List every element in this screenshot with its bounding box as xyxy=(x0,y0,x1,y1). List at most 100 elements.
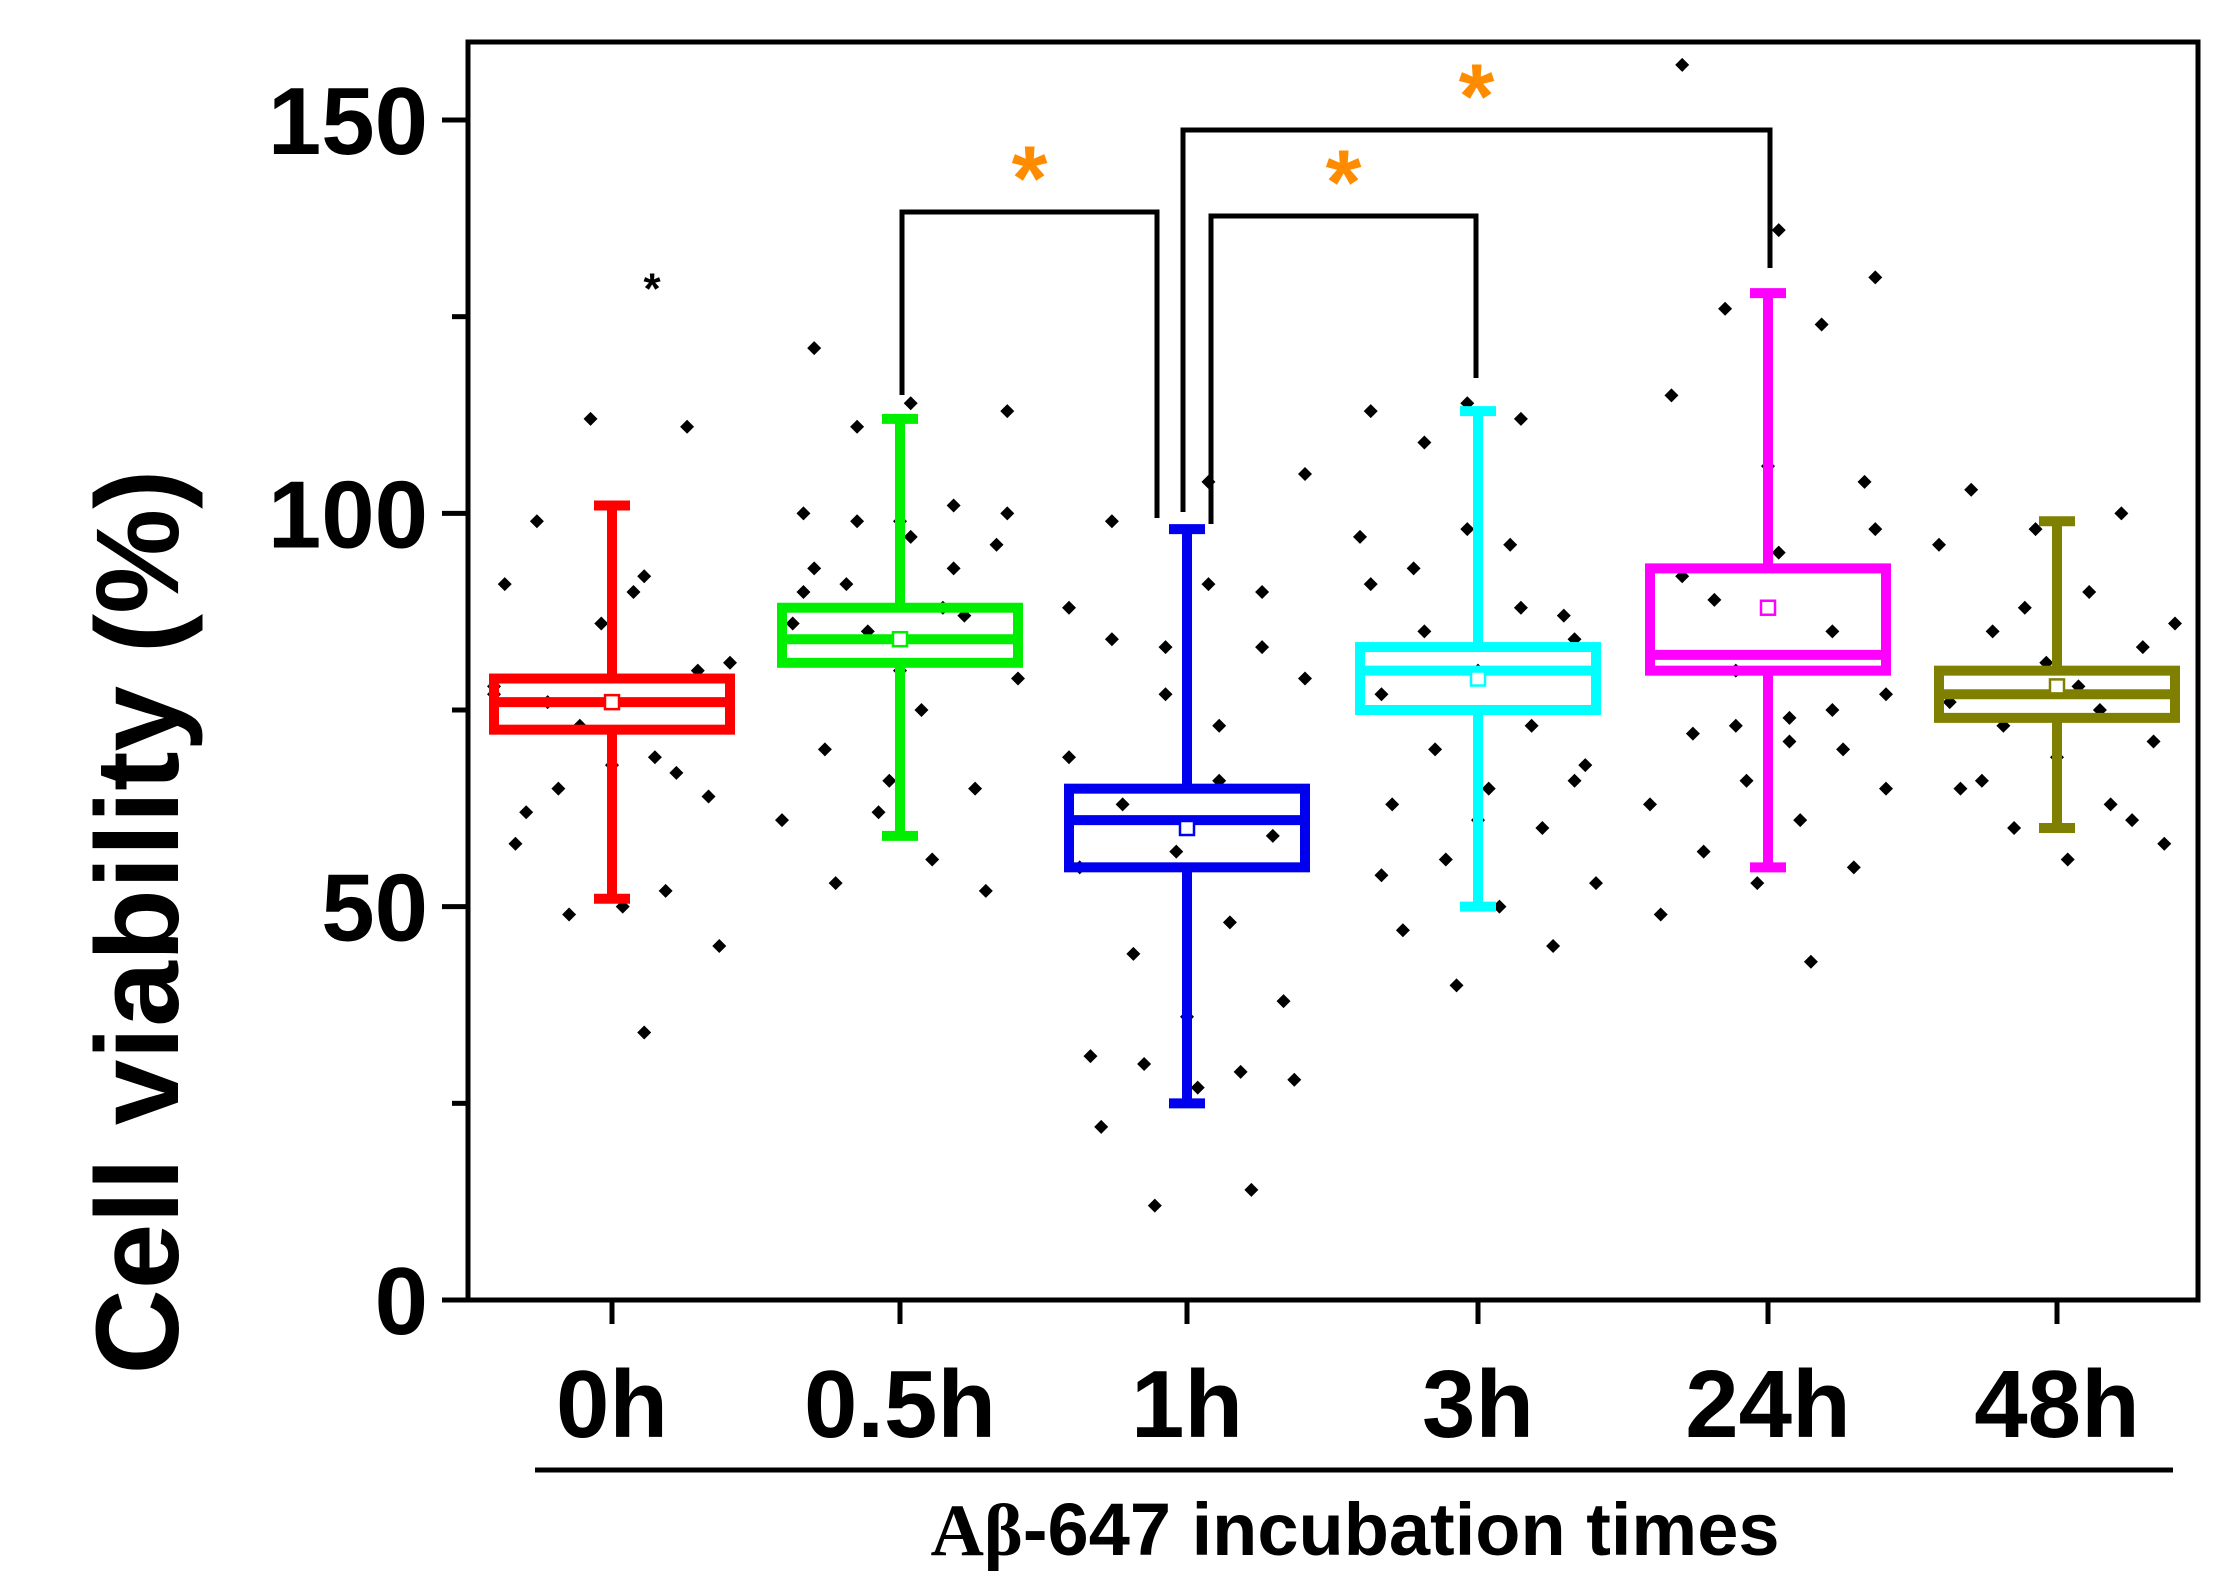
data-point xyxy=(796,506,811,521)
data-point xyxy=(903,529,918,544)
data-point xyxy=(1814,317,1829,332)
data-point xyxy=(2168,616,2182,631)
data-point xyxy=(1169,844,1184,859)
data-point xyxy=(1428,742,1443,757)
data-point xyxy=(1793,813,1808,828)
data-point xyxy=(583,411,598,426)
data-point xyxy=(1707,592,1722,607)
data-point xyxy=(2017,600,2032,615)
data-point xyxy=(1771,223,1786,238)
data-point xyxy=(1255,640,1270,655)
data-point xyxy=(1524,718,1539,733)
data-point xyxy=(1104,514,1119,529)
data-point xyxy=(1374,687,1389,702)
data-point xyxy=(680,419,695,434)
data-point xyxy=(1664,388,1679,403)
data-point xyxy=(637,1025,652,1040)
data-point xyxy=(817,742,832,757)
data-point xyxy=(1879,781,1893,796)
data-point xyxy=(1857,474,1872,489)
data-point xyxy=(903,396,918,411)
data-point xyxy=(1417,435,1432,450)
data-point xyxy=(637,569,652,584)
data-point xyxy=(1782,734,1797,749)
data-point xyxy=(1460,522,1475,537)
data-point xyxy=(1653,907,1668,922)
data-point xyxy=(1062,600,1076,615)
data-point xyxy=(1395,923,1410,938)
data-point xyxy=(2060,852,2075,867)
data-point xyxy=(1385,797,1400,812)
data-point xyxy=(1438,852,1453,867)
box-mean-marker xyxy=(1469,670,1487,687)
x-tick-label: 3h xyxy=(1422,1351,1534,1458)
data-point xyxy=(807,561,822,576)
data-point xyxy=(1104,632,1119,647)
data-point xyxy=(1062,750,1076,765)
data-point xyxy=(946,498,961,513)
data-point xyxy=(2135,640,2150,655)
significance-bracket xyxy=(899,209,1160,518)
data-point xyxy=(1374,868,1389,883)
data-point xyxy=(1932,537,1946,552)
significance-bracket xyxy=(1208,213,1479,524)
data-point xyxy=(1083,1049,1098,1064)
y-axis: 0 50 100 150 xyxy=(268,68,468,1355)
data-point xyxy=(1513,411,1528,426)
data-point xyxy=(626,585,641,599)
box-mean-marker xyxy=(2048,678,2066,695)
data-point xyxy=(796,585,811,599)
data-point xyxy=(1503,537,1518,552)
data-point xyxy=(968,781,983,796)
data-point xyxy=(1190,1080,1205,1095)
y-tick-label: 50 xyxy=(321,855,428,962)
data-point xyxy=(1589,876,1603,891)
box-iqr xyxy=(1355,642,1601,715)
data-point xyxy=(1879,687,1893,702)
data-point xyxy=(2146,734,2161,749)
x-axis-title: Aβ-647 incubation times xyxy=(930,1488,1779,1572)
data-point xyxy=(723,655,737,670)
data-point xyxy=(1803,954,1818,969)
data-point xyxy=(1212,718,1227,733)
data-point xyxy=(1836,742,1851,757)
data-point xyxy=(529,514,544,529)
y-axis-title: Cell viability (%) xyxy=(72,470,204,1375)
data-point xyxy=(1000,404,1015,419)
data-point xyxy=(1578,758,1593,773)
data-point xyxy=(2103,797,2118,812)
x-axis-title-prefix: Aβ xyxy=(930,1490,1022,1572)
data-point xyxy=(1964,482,1979,497)
box-mean-marker xyxy=(1759,599,1777,616)
x-tick-label: 48h xyxy=(1974,1351,2139,1458)
data-point xyxy=(712,939,727,953)
data-point xyxy=(562,907,577,922)
data-point xyxy=(497,577,512,592)
data-point xyxy=(839,577,854,592)
data-point xyxy=(1115,797,1130,812)
data-point xyxy=(1244,1182,1259,1197)
data-point xyxy=(1406,561,1421,576)
data-point xyxy=(914,703,929,717)
data-point xyxy=(1298,467,1312,481)
significance-star: * xyxy=(1326,132,1362,234)
data-point xyxy=(1298,671,1312,686)
data-point xyxy=(1782,710,1797,725)
data-point xyxy=(1675,57,1690,72)
data-point xyxy=(1953,781,1968,796)
data-point xyxy=(1825,703,1840,717)
data-point xyxy=(1353,529,1367,544)
box-mean-marker xyxy=(603,693,621,711)
data-point xyxy=(2007,821,2022,835)
data-point xyxy=(1739,773,1754,788)
data-point xyxy=(1481,781,1496,796)
x-tick-label: 0h xyxy=(556,1351,668,1458)
data-point xyxy=(1158,640,1173,655)
data-point xyxy=(1449,978,1464,993)
data-point xyxy=(594,616,609,631)
data-point xyxy=(1846,860,1861,875)
data-point xyxy=(669,765,684,780)
data-point xyxy=(1718,301,1733,316)
data-point xyxy=(1546,939,1561,953)
